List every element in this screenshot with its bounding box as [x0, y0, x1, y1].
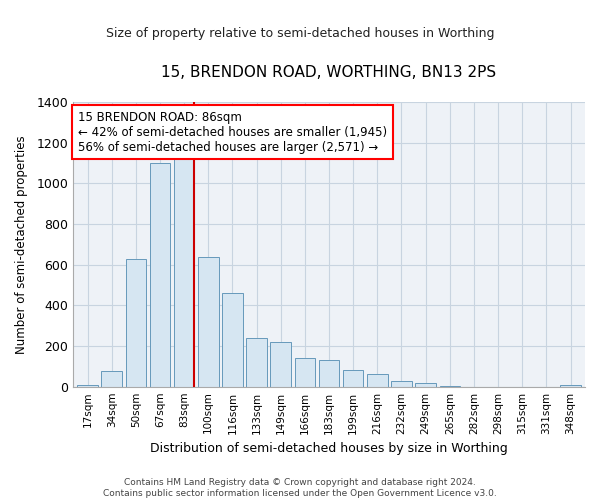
Bar	[391, 380, 412, 386]
Bar	[198, 256, 218, 386]
Bar	[101, 372, 122, 386]
Bar	[415, 382, 436, 386]
Bar	[295, 358, 315, 386]
Bar	[343, 370, 364, 386]
Text: Size of property relative to semi-detached houses in Worthing: Size of property relative to semi-detach…	[106, 28, 494, 40]
Bar	[271, 342, 291, 386]
Bar	[77, 384, 98, 386]
Bar	[125, 258, 146, 386]
Bar	[150, 163, 170, 386]
Bar	[367, 374, 388, 386]
Bar	[247, 338, 267, 386]
Bar	[560, 384, 581, 386]
Title: 15, BRENDON ROAD, WORTHING, BN13 2PS: 15, BRENDON ROAD, WORTHING, BN13 2PS	[161, 65, 497, 80]
Bar	[222, 293, 243, 386]
Y-axis label: Number of semi-detached properties: Number of semi-detached properties	[15, 135, 28, 354]
Bar	[319, 360, 339, 386]
Text: Contains HM Land Registry data © Crown copyright and database right 2024.
Contai: Contains HM Land Registry data © Crown c…	[103, 478, 497, 498]
X-axis label: Distribution of semi-detached houses by size in Worthing: Distribution of semi-detached houses by …	[150, 442, 508, 455]
Bar	[174, 157, 194, 386]
Text: 15 BRENDON ROAD: 86sqm
← 42% of semi-detached houses are smaller (1,945)
56% of : 15 BRENDON ROAD: 86sqm ← 42% of semi-det…	[78, 110, 388, 154]
